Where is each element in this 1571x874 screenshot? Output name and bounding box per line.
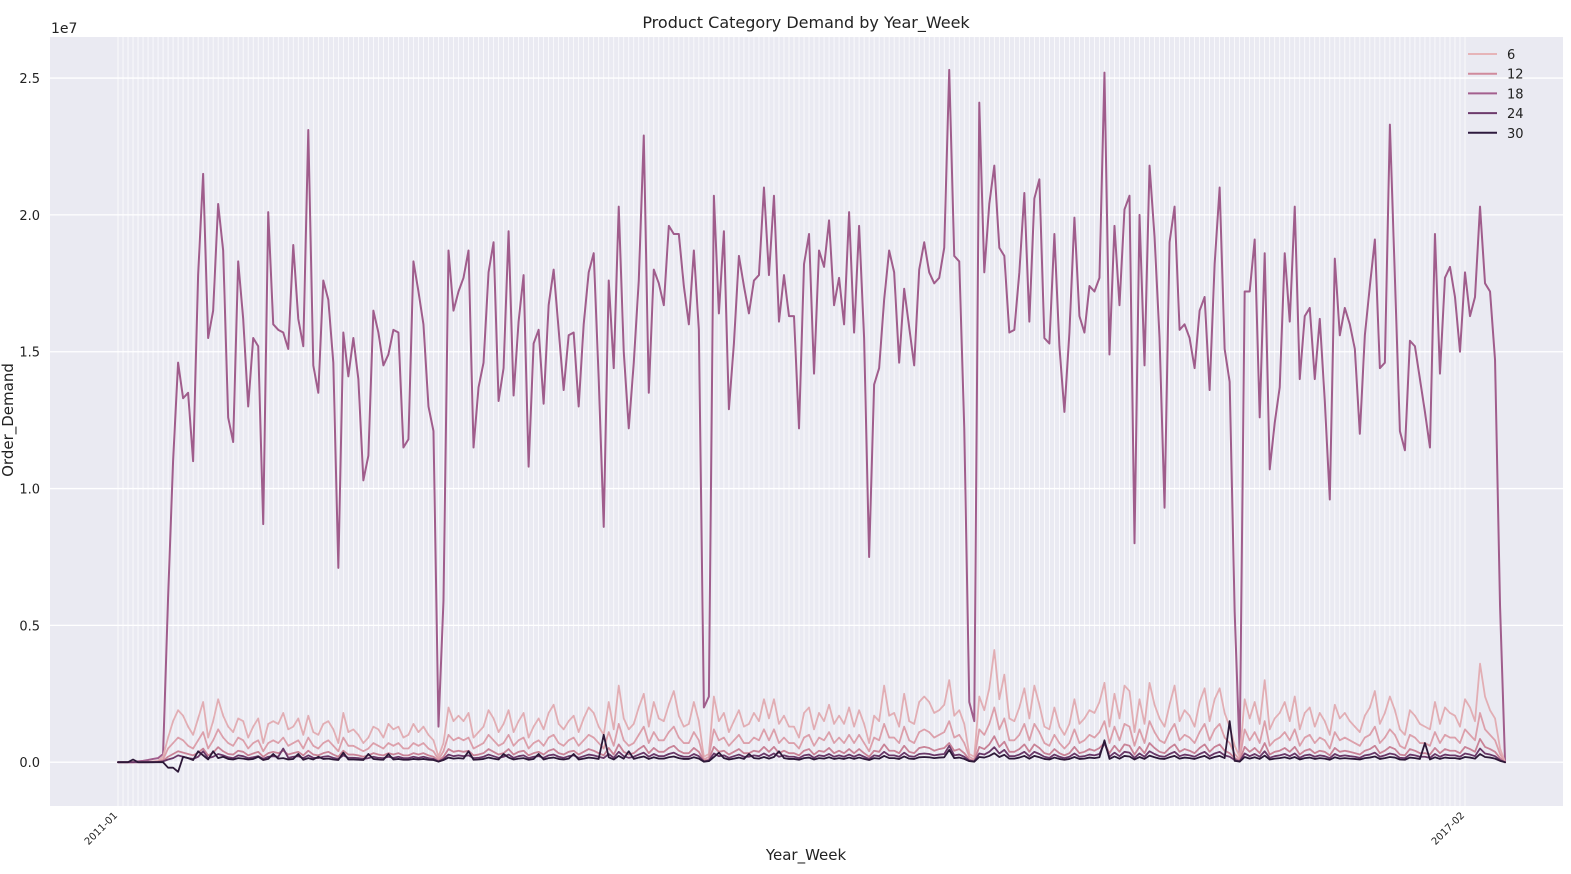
- series-line-1: [117, 649, 1506, 764]
- legend-label: 30: [1507, 127, 1524, 142]
- y-tick-label: 2.0: [19, 209, 40, 224]
- legend-label: 24: [1507, 107, 1524, 122]
- y-tick-label: 0.5: [19, 619, 40, 634]
- series-line-3: [117, 735, 1506, 764]
- y-offset-label: 1e7: [51, 21, 77, 37]
- x-tick-labels: 2011-01 2017-02: [83, 810, 1467, 847]
- series-layer: [117, 68, 1507, 773]
- legend-label: 6: [1507, 48, 1515, 63]
- series-line-0: [117, 68, 1507, 764]
- legend-label: 12: [1507, 68, 1524, 83]
- series-line-5: [117, 720, 1506, 773]
- y-axis-label: Order_Demand: [0, 363, 18, 477]
- series-line-4: [117, 742, 1506, 764]
- x-tick-label: 2011-01: [83, 810, 120, 847]
- y-tick-label: 2.5: [19, 72, 40, 87]
- y-tick-label: 1.0: [19, 483, 40, 498]
- y-tick-label: 0.0: [19, 756, 40, 771]
- y-tick-label: 1.5: [19, 346, 40, 361]
- x-tick-label: 2017-02: [1430, 810, 1467, 847]
- y-tick-labels: 0.0 0.5 1.0 1.5 2.0 2.5: [19, 72, 40, 771]
- legend: 6 12 18 24 30: [1468, 48, 1524, 142]
- chart-title: Product Category Demand by Year_Week: [642, 13, 970, 33]
- series-line-2: [117, 706, 1506, 764]
- legend-label: 18: [1507, 87, 1524, 102]
- y-gridlines: [50, 77, 1563, 763]
- axes-background: [50, 37, 1563, 806]
- x-axis-label: Year_Week: [765, 846, 847, 865]
